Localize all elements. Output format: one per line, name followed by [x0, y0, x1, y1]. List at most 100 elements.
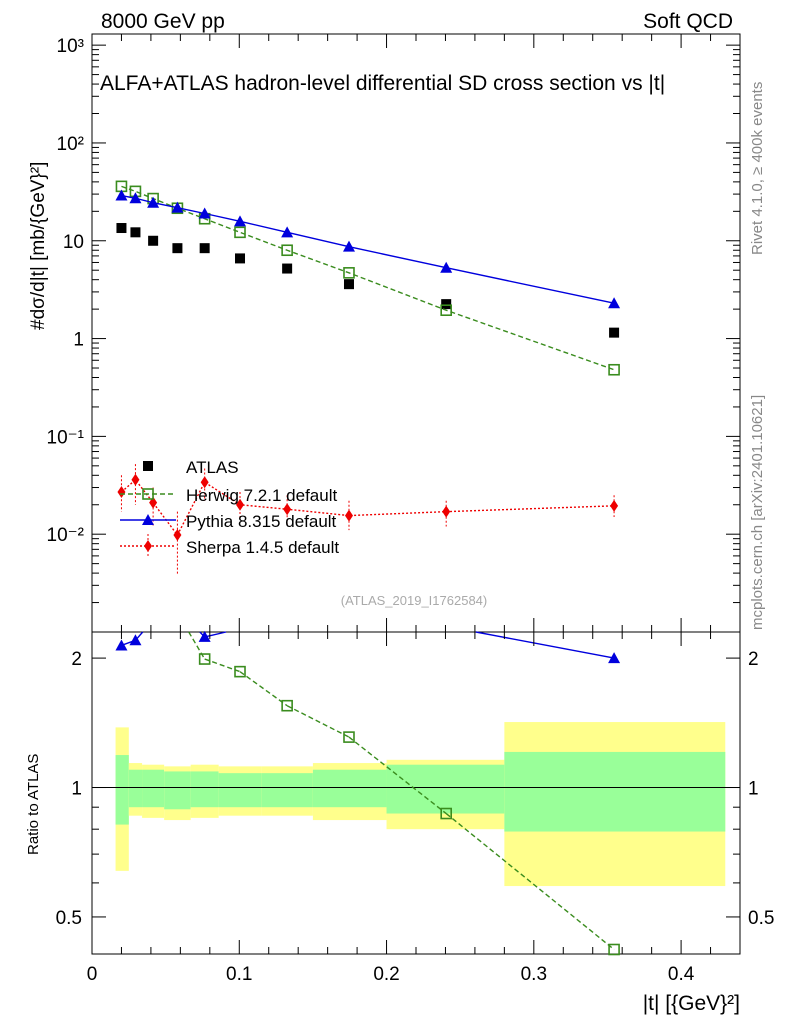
legend-marker — [143, 461, 153, 471]
y-tick-label: 10⁻¹ — [47, 427, 85, 448]
stat-uncertainty-band — [142, 769, 165, 808]
data-point — [344, 509, 353, 522]
ratio-bands — [92, 722, 740, 887]
x-tick-label: 0.4 — [668, 964, 695, 985]
y-axis-title-ratio: Ratio to ATLAS — [25, 754, 42, 855]
data-point — [343, 279, 354, 290]
legend: ATLAS Herwig 7.2.1 default Pythia 8.315 de… — [120, 458, 339, 558]
ratio-line — [286, 705, 350, 738]
data-point — [198, 207, 211, 219]
legend-label: Herwig 7.2.1 default — [186, 486, 337, 505]
data-point — [609, 327, 620, 338]
header-right: Soft QCD — [643, 10, 733, 33]
legend-label: Sherpa 1.4.5 default — [186, 538, 339, 557]
data-point — [608, 363, 620, 376]
ratio-point — [129, 634, 142, 646]
data-point — [115, 189, 128, 201]
ratio-line — [348, 736, 447, 815]
data-point — [610, 499, 619, 512]
y-tick-label: 10⁻² — [47, 525, 85, 546]
data-point — [117, 485, 126, 498]
data-point — [440, 261, 453, 273]
data-point — [342, 240, 355, 252]
ratio-content — [115, 630, 621, 956]
data-point — [147, 196, 160, 208]
stat-uncertainty-band — [504, 751, 726, 832]
ratio-tick-label-right: 1 — [748, 779, 759, 800]
series-line — [121, 185, 615, 371]
ratio-tick-label-right: 0.5 — [748, 908, 774, 929]
legend-label: ATLAS — [186, 458, 239, 477]
stat-uncertainty-band — [386, 764, 505, 814]
data-point — [440, 304, 452, 317]
stat-uncertainty-band — [218, 773, 262, 808]
axes: 0 0.1 0.2 0.3 0.4 1 10 10² 10³ 10⁻¹ 10⁻² 0.5 0.5 1 1 2 2 — [47, 34, 774, 985]
series-line — [121, 194, 615, 304]
data-point — [281, 226, 294, 238]
ratio-line — [475, 631, 615, 659]
ratio-point — [343, 731, 355, 743]
data-point — [200, 476, 209, 489]
ratio-point — [440, 807, 452, 820]
y-axis-title-main: #dσ/d|t| [mb/{GeV}²] — [28, 162, 49, 330]
chart-title: ALFA+ATLAS hadron-level differential SD … — [100, 72, 665, 95]
ratio-line — [204, 631, 227, 638]
ratio-point — [198, 630, 211, 642]
ratio-point — [234, 665, 246, 678]
stat-uncertainty-band — [312, 769, 387, 808]
data-point — [148, 235, 159, 246]
data-point — [441, 299, 452, 310]
data-point — [442, 505, 451, 518]
ratio-point — [281, 699, 293, 712]
y-tick-label: 10 — [63, 232, 84, 253]
header-left: 8000 GeV pp — [101, 10, 225, 33]
data-point — [130, 227, 141, 238]
legend-label: Pythia 8.315 default — [186, 512, 337, 531]
data-point — [199, 243, 210, 254]
ratio-point — [608, 943, 620, 956]
ratio-tick-label-left: 0.5 — [56, 908, 82, 929]
ratio-tick-label-left: 2 — [71, 649, 82, 670]
data-point — [343, 267, 355, 279]
x-tick-label: 0 — [87, 964, 98, 985]
data-point — [235, 253, 246, 264]
data-point — [234, 215, 247, 227]
data-point — [129, 192, 142, 204]
data-point — [173, 529, 182, 542]
x-tick-label: 0.2 — [373, 964, 399, 985]
data-point — [236, 498, 245, 511]
ratio-point — [115, 639, 128, 651]
ratio-line — [239, 671, 288, 707]
rivet-label: Rivet 4.1.0, ≥ 400k events — [749, 82, 766, 255]
x-tick-label: 0.1 — [226, 964, 252, 985]
stat-uncertainty-band — [261, 773, 313, 808]
legend-marker — [142, 514, 154, 525]
ratio-line — [445, 812, 615, 951]
stat-uncertainty-band — [190, 771, 219, 808]
ratio-line — [204, 658, 241, 673]
data-point — [234, 226, 246, 239]
ratio-tick-label-left: 1 — [71, 779, 82, 800]
main-content — [115, 180, 621, 575]
data-point — [282, 263, 293, 274]
analysis-watermark: (ATLAS_2019_I1762584) — [341, 593, 487, 608]
mcplots-label: mcplots.cern.ch [arXiv:2401.10621] — [749, 395, 766, 630]
legend-marker — [142, 488, 154, 500]
ratio-tick-label-right: 2 — [748, 649, 759, 670]
y-tick-label: 1 — [73, 330, 84, 351]
stat-uncertainty-band — [115, 755, 129, 825]
y-tick-label: 10² — [57, 134, 84, 155]
x-tick-label: 0.3 — [521, 964, 547, 985]
stat-uncertainty-band — [164, 771, 191, 810]
legend-marker — [144, 540, 152, 552]
data-point — [172, 243, 183, 254]
y-tick-label: 10³ — [57, 36, 84, 57]
ratio-point — [198, 653, 211, 665]
stat-uncertainty-band — [128, 769, 143, 808]
x-axis-title: |t| [{GeV}²] — [643, 992, 740, 1015]
ratio-point — [608, 652, 621, 664]
data-point — [281, 244, 293, 257]
data-point — [171, 201, 184, 213]
data-point — [608, 297, 621, 309]
